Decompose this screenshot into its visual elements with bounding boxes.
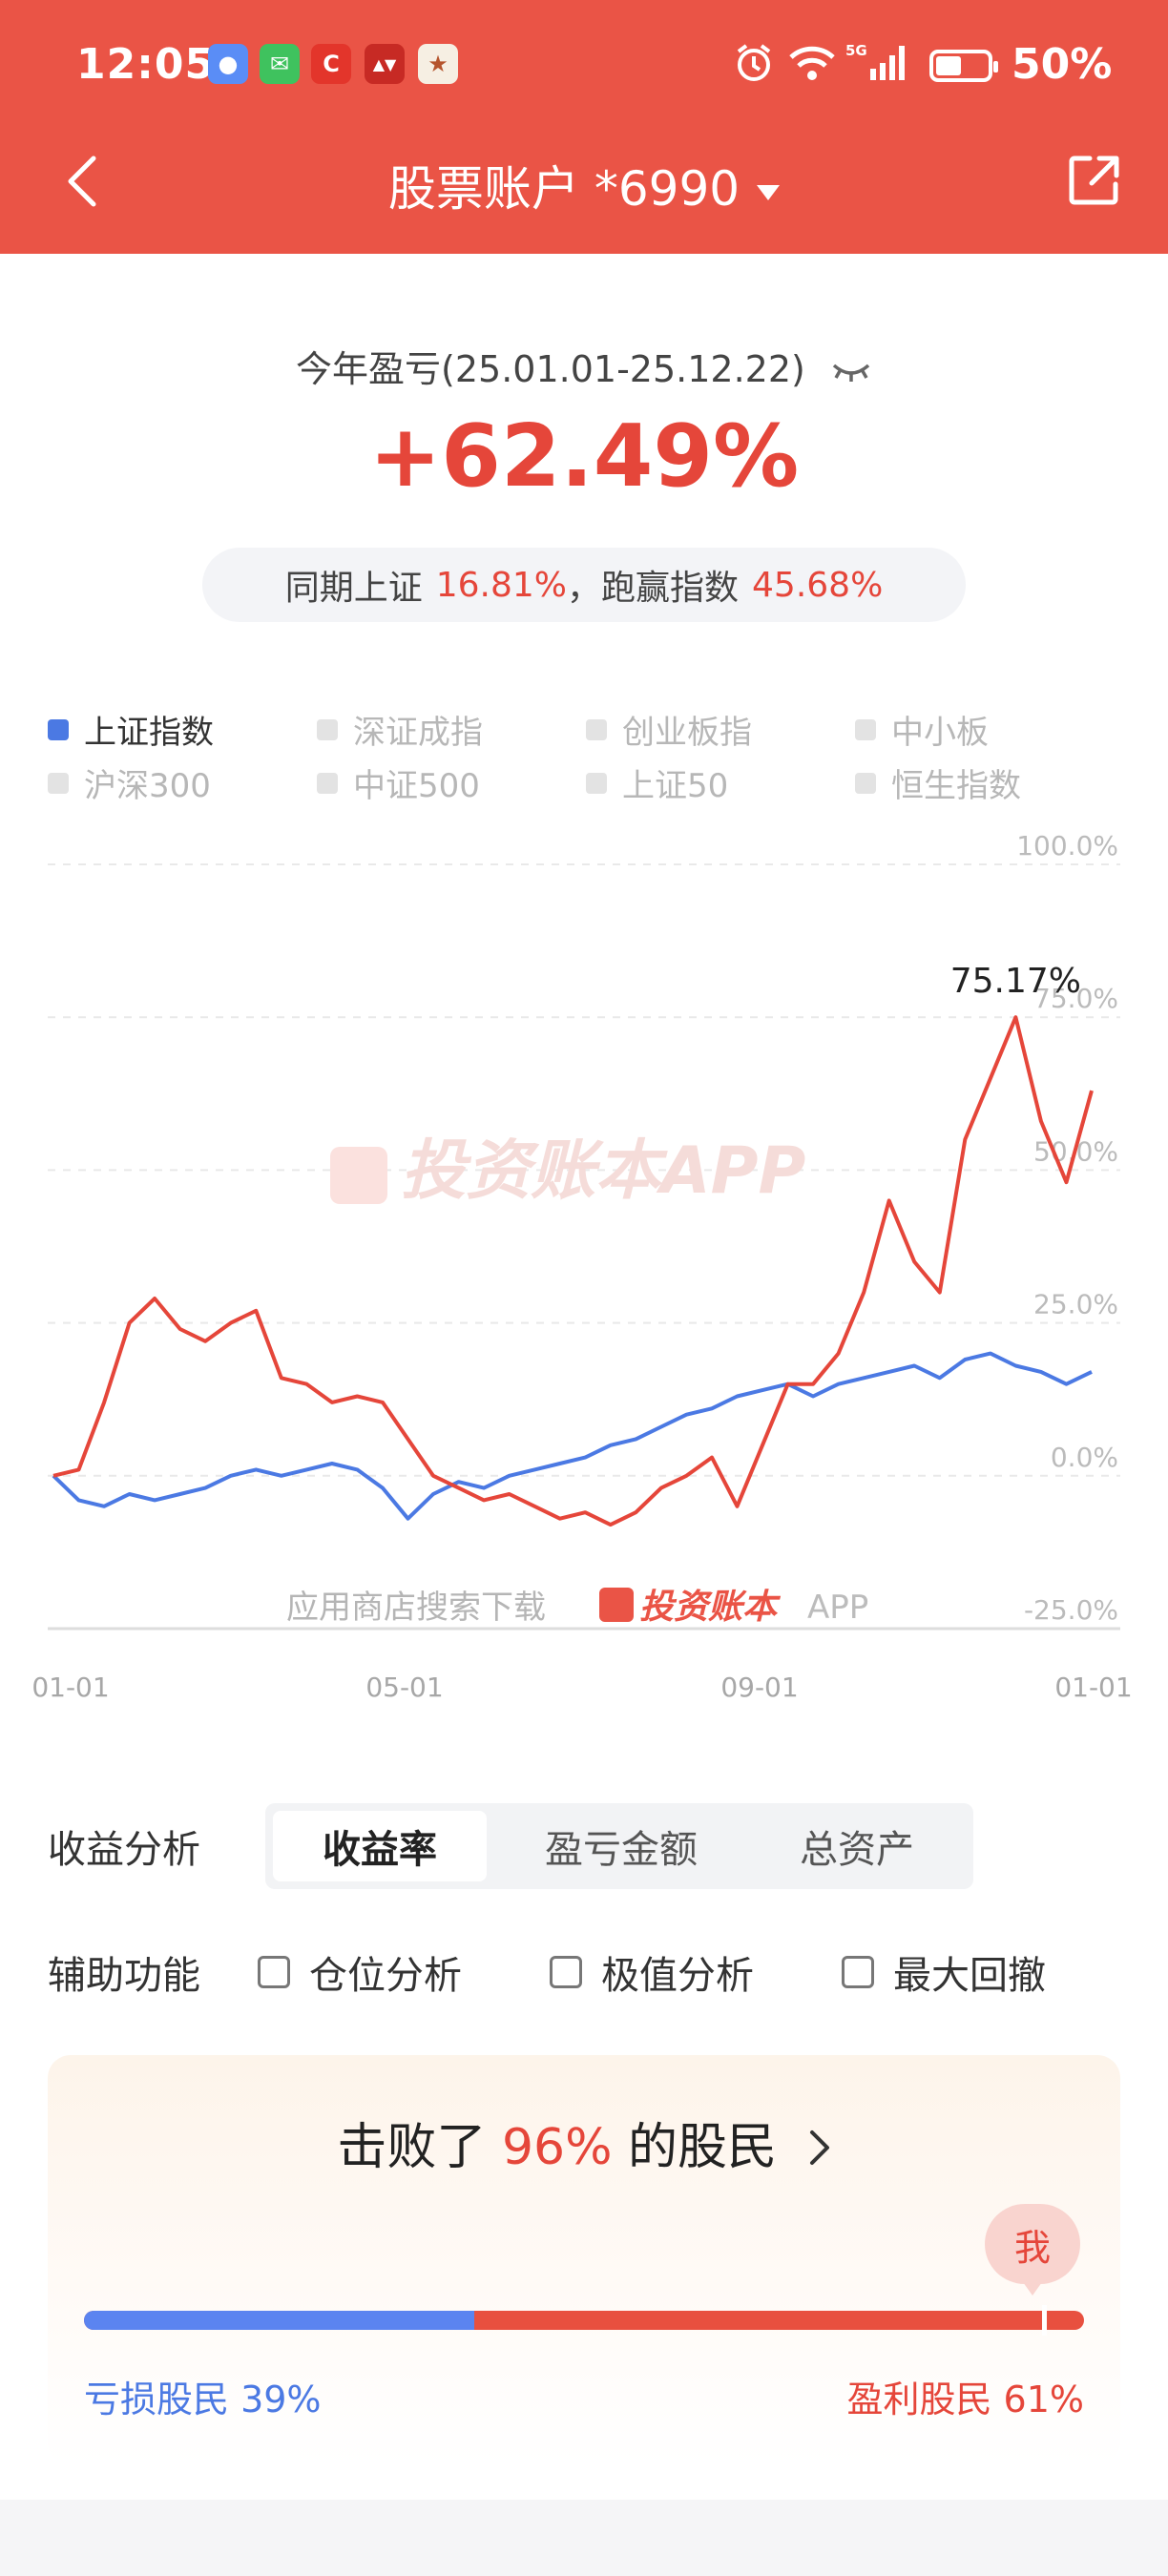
alarm-icon bbox=[733, 42, 775, 88]
x-tick-label: 01-01 bbox=[1054, 1672, 1132, 1703]
battery-level: 50% bbox=[1012, 40, 1113, 89]
y-tick-label: -25.0% bbox=[1024, 1594, 1118, 1626]
y-tick-label: 75.0% bbox=[1033, 983, 1118, 1014]
period-label: 今年盈亏(25.01.01-25.12.22) bbox=[296, 348, 805, 390]
eye-closed-icon[interactable] bbox=[830, 351, 872, 393]
battery-icon bbox=[929, 50, 998, 82]
compare-prefix: 同期上证 bbox=[284, 569, 423, 608]
share-button[interactable] bbox=[1067, 153, 1122, 212]
legend-sse50[interactable]: 上证50 bbox=[586, 759, 728, 806]
status-time: 12:05 bbox=[76, 40, 216, 89]
series-line bbox=[52, 1351, 1093, 1521]
share-out-icon bbox=[1069, 156, 1119, 205]
wifi-icon bbox=[788, 44, 836, 86]
x-tick-label: 09-01 bbox=[720, 1672, 798, 1703]
tab-total-assets[interactable]: 总资产 bbox=[800, 1828, 914, 1872]
returns-chart[interactable]: 投资账本APP 100.0%75.0%50.0%25.0%0.0%-25.0% … bbox=[0, 821, 1168, 1717]
legend-hang-seng[interactable]: 恒生指数 bbox=[855, 759, 1021, 806]
watermark: 投资账本APP bbox=[330, 1133, 805, 1209]
y-tick-label: 100.0% bbox=[1016, 830, 1118, 862]
c-app-icon: C bbox=[311, 44, 351, 84]
stock-app-icon: ▲▼ bbox=[365, 44, 405, 84]
tab-profit-amount[interactable]: 盈亏金额 bbox=[545, 1828, 698, 1872]
loss-segment bbox=[84, 2311, 474, 2330]
beat-card[interactable] bbox=[48, 2055, 1120, 2465]
period-row: 今年盈亏(25.01.01-25.12.22) bbox=[0, 340, 1168, 393]
brand-name: 投资账本 bbox=[639, 1588, 782, 1627]
chart-footer: 应用商店搜索下载 投资账本 APP bbox=[286, 1588, 868, 1627]
max-drawdown-checkbox[interactable]: 最大回撤 bbox=[842, 1944, 1046, 2000]
watermark-text: 投资账本APP bbox=[401, 1133, 805, 1209]
download-note: 应用商店搜索下载 bbox=[286, 1589, 546, 1627]
y-tick-label: 25.0% bbox=[1033, 1289, 1118, 1320]
index-return: 16.81% bbox=[435, 565, 567, 605]
year-return: +62.49% bbox=[368, 406, 800, 507]
y-tick-label: 0.0% bbox=[1051, 1442, 1118, 1473]
brand-app: APP bbox=[807, 1589, 868, 1627]
analysis-tabs: 收益率 盈亏金额 总资产 bbox=[265, 1803, 973, 1889]
account-title: 股票账户 *6990 bbox=[387, 161, 740, 217]
beat-prefix: 击败了 bbox=[337, 2119, 487, 2176]
extreme-analysis-checkbox[interactable]: 极值分析 bbox=[550, 1944, 754, 2000]
aux-label: 辅助功能 bbox=[48, 1954, 200, 1998]
next-section bbox=[0, 2500, 1168, 2576]
tab-return-rate[interactable]: 收益率 bbox=[273, 1811, 487, 1881]
chevron-right-icon bbox=[808, 2122, 831, 2179]
me-position-mark bbox=[1042, 2305, 1048, 2336]
wechat-icon: ✉ bbox=[260, 44, 300, 84]
me-marker-bubble: 我 bbox=[985, 2204, 1080, 2296]
analysis-label: 收益分析 bbox=[48, 1828, 200, 1872]
account-selector[interactable]: 股票账户 *6990 bbox=[0, 151, 1168, 219]
legend-csi300[interactable]: 沪深300 bbox=[48, 759, 211, 806]
message-app-icon: ● bbox=[208, 44, 248, 84]
network-label: 5G bbox=[845, 42, 867, 59]
back-button[interactable] bbox=[63, 153, 101, 214]
legend-sme-board[interactable]: 中小板 bbox=[855, 706, 989, 753]
series-line bbox=[52, 1015, 1094, 1527]
legend-shanghai-index[interactable]: 上证指数 bbox=[48, 706, 214, 753]
legend-csi500[interactable]: 中证500 bbox=[317, 759, 480, 806]
legend-shenzhen-component[interactable]: 深证成指 bbox=[317, 706, 483, 753]
distribution-bar bbox=[84, 2311, 1084, 2330]
beat-suffix: 的股民 bbox=[628, 2119, 778, 2176]
index-compare: 同期上证 16.81% ，跑赢指数 45.68% bbox=[202, 548, 966, 622]
chevron-left-icon bbox=[68, 156, 96, 207]
mascot-app-icon: ★ bbox=[418, 44, 458, 84]
position-analysis-checkbox[interactable]: 仓位分析 bbox=[258, 1944, 462, 2000]
signal-icon: 5G bbox=[845, 42, 912, 88]
beat-headline[interactable]: 击败了 96% 的股民 bbox=[48, 2107, 1120, 2179]
brand-logo-icon bbox=[599, 1588, 634, 1622]
loss-investors-label: 亏损股民 39% bbox=[84, 2379, 322, 2420]
compare-mid: ，跑赢指数 bbox=[567, 569, 740, 608]
beat-pct: 96% bbox=[501, 2119, 613, 2176]
x-tick-label: 01-01 bbox=[31, 1672, 109, 1703]
legend-chinext[interactable]: 创业板指 bbox=[586, 706, 752, 753]
app-header bbox=[0, 0, 1168, 254]
x-tick-label: 05-01 bbox=[365, 1672, 443, 1703]
caret-down-icon bbox=[757, 184, 781, 200]
peak-label: 75.17% bbox=[950, 962, 1081, 1001]
outperform-value: 45.68% bbox=[752, 565, 884, 605]
profit-investors-label: 盈利股民 61% bbox=[846, 2379, 1084, 2420]
